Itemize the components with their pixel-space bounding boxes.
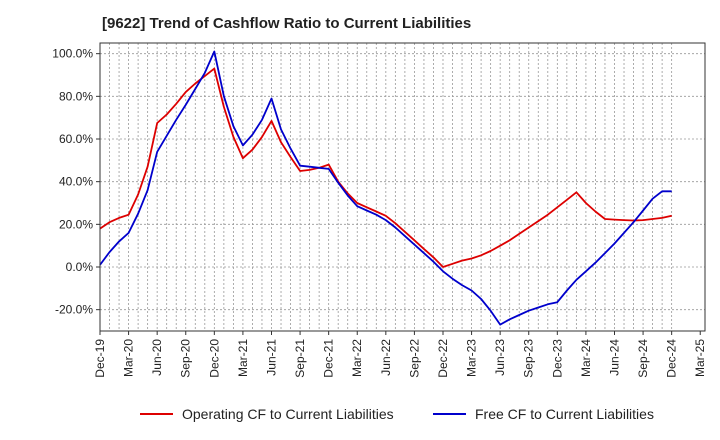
y-tick-label: 80.0% [59,89,93,103]
grid-layer [99,43,705,331]
x-tick-label: Jun-22 [379,339,393,376]
x-tick-label: Dec-21 [322,339,336,378]
y-tick-label: 20.0% [59,217,93,231]
x-axis-ticks: Dec-19 Mar-20 Jun-20 Sep-20 Dec-20 Mar-21 Jun-… [93,331,707,378]
series-line-operating-cf [99,67,672,268]
x-tick-label: Mar-21 [236,339,250,377]
x-tick-label: Dec-19 [93,339,107,378]
x-tick-label: Dec-23 [550,339,564,378]
y-tick-label: 60.0% [59,132,93,146]
x-tick-label: Sep-24 [636,339,650,378]
x-tick-label: Jun-24 [607,339,621,376]
legend-label-operating-cf: Operating CF to Current Liabilities [182,406,394,422]
x-tick-label: Dec-20 [207,339,221,378]
x-tick-label: Jun-23 [493,339,507,376]
y-tick-label: 40.0% [59,175,93,189]
x-tick-label: Sep-23 [522,339,536,378]
x-tick-label: Sep-20 [179,339,193,378]
chart-title: [9622] Trend of Cashflow Ratio to Curren… [102,15,472,32]
x-tick-label: Jun-21 [264,339,278,376]
x-tick-label: Mar-23 [465,339,479,377]
x-tick-label: Mar-20 [122,339,136,377]
legend: Operating CF to Current Liabilities Free … [140,406,654,422]
x-tick-label: Dec-24 [665,339,679,378]
y-tick-label: 100.0% [52,47,93,61]
series-line-free-cf [99,50,672,326]
x-tick-label: Sep-21 [293,339,307,378]
x-tick-label: Sep-22 [407,339,421,378]
x-tick-label: Dec-22 [436,339,450,378]
x-tick-label: Mar-25 [693,339,707,377]
x-tick-label: Jun-20 [150,339,164,376]
plot-frame [99,42,706,332]
x-tick-label: Mar-22 [350,339,364,377]
x-tick-label: Mar-24 [579,339,593,377]
series-layer [99,50,672,326]
y-tick-label: -20.0% [55,303,93,317]
legend-label-free-cf: Free CF to Current Liabilities [475,406,654,422]
y-tick-label: 0.0% [66,260,94,274]
y-axis-ticks: -20.0% 0.0% 20.0% 40.0% 60.0% 80.0% 100.0% [52,47,100,317]
